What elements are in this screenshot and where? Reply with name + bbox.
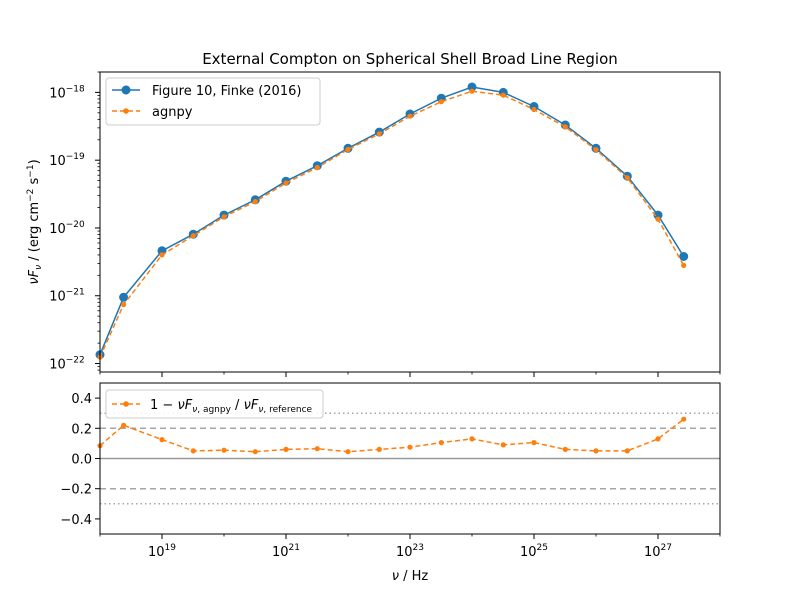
top-point-0-18 bbox=[653, 210, 663, 220]
bottom-legend: 1 − νFν, agnpy / νFν, reference bbox=[105, 389, 324, 419]
top-point-1-1 bbox=[121, 302, 127, 308]
bottom-point-0-19 bbox=[681, 416, 687, 422]
bottom-plot-series bbox=[97, 416, 687, 455]
top-point-1-7 bbox=[314, 164, 320, 171]
bottom-point-0-3 bbox=[190, 448, 196, 454]
top-point-1-11 bbox=[438, 99, 444, 105]
bottom-point-0-6 bbox=[283, 446, 289, 452]
y-axis-label: νFν / (erg cm−2 s−1) bbox=[26, 159, 44, 284]
legend-label-finke: Figure 10, Finke (2016) bbox=[152, 84, 301, 99]
bottom-point-0-12 bbox=[469, 436, 475, 442]
top-point-1-5 bbox=[252, 199, 258, 205]
top-point-0-19 bbox=[679, 252, 689, 261]
x-tick-label: 1019 bbox=[148, 543, 176, 560]
y-tick-label: 10−20 bbox=[49, 220, 85, 237]
x-tick-label: 1023 bbox=[396, 543, 424, 560]
bottom-point-0-15 bbox=[562, 446, 568, 452]
bottom-x-ticks: 1019 1021 1023 1025 1027 bbox=[99, 534, 721, 560]
top-legend: Figure 10, Finke (2016) agnpy bbox=[105, 77, 321, 126]
y-tick-label: 10−18 bbox=[49, 84, 85, 101]
bottom-y-tick-label: −0.2 bbox=[60, 483, 92, 498]
top-point-1-14 bbox=[531, 106, 537, 113]
bottom-y-tick-label: 0.4 bbox=[71, 392, 92, 407]
top-point-1-13 bbox=[500, 92, 506, 98]
bottom-point-0-18 bbox=[655, 436, 661, 442]
top-point-1-2 bbox=[159, 252, 165, 258]
bottom-point-0-1 bbox=[121, 422, 127, 428]
bottom-series-line-0 bbox=[99, 418, 685, 453]
bottom-y-tick-label: 0.2 bbox=[71, 422, 92, 437]
bottom-y-tick-label: −0.4 bbox=[60, 513, 92, 528]
top-point-1-9 bbox=[376, 131, 382, 137]
y-tick-label: 10−19 bbox=[49, 152, 85, 169]
top-plot-series bbox=[95, 82, 689, 360]
bottom-point-0-7 bbox=[314, 446, 320, 452]
legend-marker-ratio bbox=[123, 401, 129, 407]
bottom-point-0-17 bbox=[624, 448, 630, 454]
top-point-1-4 bbox=[221, 214, 227, 220]
legend-marker-finke bbox=[121, 85, 131, 95]
top-y-ticks: 10−22 10−21 10−20 10−19 10−18 bbox=[49, 71, 100, 373]
y-tick-label: 10−22 bbox=[49, 356, 85, 373]
legend-marker-agnpy bbox=[123, 108, 129, 114]
legend-label-ratio: 1 − νFν, agnpy / νFν, reference bbox=[150, 398, 313, 415]
top-x-ticks bbox=[99, 372, 721, 377]
top-point-1-10 bbox=[407, 113, 413, 119]
x-tick-label: 1027 bbox=[644, 543, 672, 560]
x-axis-label: ν / Hz bbox=[392, 569, 429, 584]
bottom-point-0-2 bbox=[159, 437, 165, 443]
bottom-y-ticks: 0.4 0.2 0.0 −0.2 −0.4 bbox=[60, 392, 100, 528]
x-tick-label: 1021 bbox=[272, 543, 300, 560]
top-point-1-15 bbox=[562, 124, 568, 130]
bottom-point-0-13 bbox=[500, 442, 506, 448]
top-point-0-12 bbox=[467, 82, 477, 92]
chart-title: External Compton on Spherical Shell Broa… bbox=[202, 50, 618, 68]
bottom-point-0-5 bbox=[252, 449, 258, 455]
top-series-line-1 bbox=[99, 90, 685, 358]
y-tick-label: 10−21 bbox=[49, 288, 85, 305]
top-point-1-12 bbox=[469, 88, 475, 94]
top-point-1-19 bbox=[681, 262, 687, 268]
top-point-1-18 bbox=[655, 216, 661, 222]
bottom-point-0-16 bbox=[593, 448, 599, 454]
top-point-0-1 bbox=[119, 292, 129, 302]
top-point-1-6 bbox=[283, 180, 289, 186]
top-point-1-8 bbox=[345, 146, 351, 153]
bottom-reference-lines bbox=[100, 412, 720, 505]
bottom-point-0-4 bbox=[221, 447, 227, 453]
bottom-point-0-10 bbox=[407, 444, 413, 450]
top-point-1-17 bbox=[624, 175, 630, 181]
bottom-y-tick-label: 0.0 bbox=[71, 453, 92, 468]
bottom-point-0-14 bbox=[531, 440, 537, 446]
bottom-point-0-11 bbox=[438, 440, 444, 446]
bottom-point-0-8 bbox=[345, 449, 351, 455]
top-series-line-0 bbox=[99, 86, 685, 355]
bottom-point-0-9 bbox=[376, 446, 382, 452]
top-point-1-16 bbox=[593, 147, 599, 153]
x-tick-label: 1025 bbox=[520, 543, 548, 560]
legend-label-agnpy: agnpy bbox=[152, 105, 193, 120]
top-point-1-3 bbox=[190, 233, 196, 239]
